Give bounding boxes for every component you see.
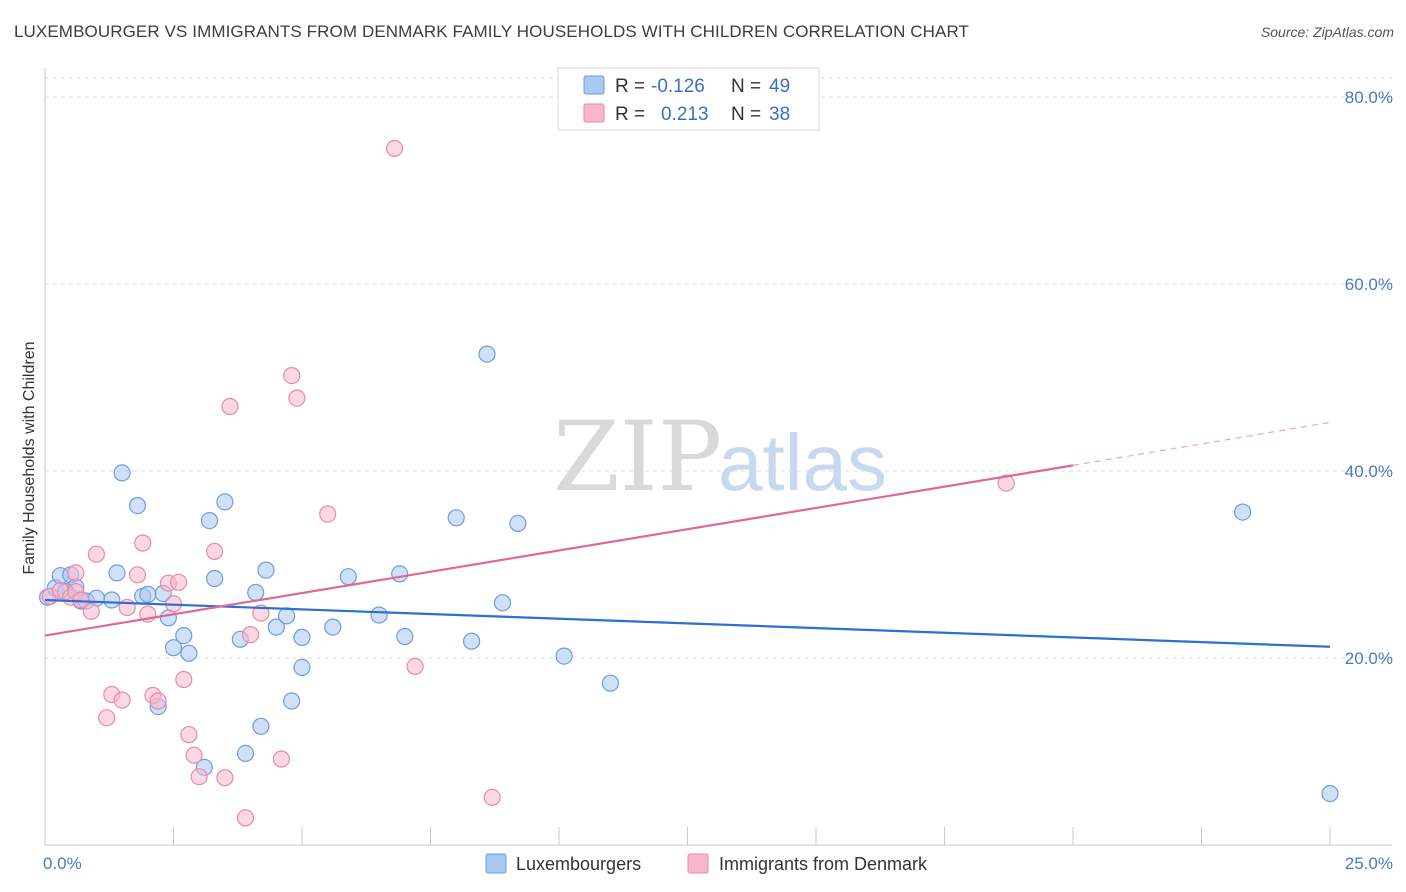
luxembourger-point [283, 692, 301, 710]
denmark-point [175, 670, 193, 689]
watermark: ZIP atlas [553, 401, 887, 513]
luxembourger-trend-line [44, 598, 1331, 648]
luxembourger-point [164, 639, 183, 657]
luxembourger-point [103, 591, 121, 609]
denmark-point [997, 474, 1015, 492]
luxembourger-point [509, 514, 527, 533]
denmark-point [406, 657, 424, 676]
luxembourger-point [128, 497, 147, 515]
luxembourger-point [257, 561, 275, 579]
luxembourger-point [216, 493, 234, 511]
denmark-point [283, 367, 301, 385]
denmark-point [319, 505, 337, 523]
denmark-point [180, 726, 198, 744]
trend-lines [44, 421, 1331, 648]
bottom-legend-label-luxembourgers: Luxembourgers [516, 854, 641, 874]
denmark-point [272, 750, 290, 768]
luxembourger-point [1233, 503, 1252, 521]
luxembourger-point [478, 345, 496, 363]
legend-n-value-1: 49 [769, 76, 790, 97]
legend-r-label-2: R = [615, 104, 645, 125]
denmark-point [113, 691, 131, 709]
legend-r-value-1: -0.126 [651, 76, 705, 97]
luxembourger-point [252, 717, 270, 735]
denmark-point [128, 566, 147, 584]
luxembourger-point [108, 564, 126, 582]
denmark-point [67, 564, 85, 582]
luxembourger-point [391, 565, 409, 583]
denmark-point [185, 746, 203, 764]
axes: 20.0% 40.0% 60.0% 80.0% 0.0% 25.0% [43, 68, 1393, 873]
denmark-point [82, 602, 100, 620]
grid-lines [45, 77, 1392, 659]
denmark-trend-extension [1072, 421, 1331, 466]
luxembourger-point [601, 674, 620, 692]
luxembourger-point [447, 509, 465, 527]
legend-n-value-2: 38 [769, 104, 790, 125]
y-tick-label: 20.0% [1345, 649, 1393, 668]
chart-title: LUXEMBOURGER VS IMMIGRANTS FROM DENMARK … [14, 22, 970, 41]
bottom-legend-label-denmark: Immigrants from Denmark [719, 854, 928, 874]
series-legend: Luxembourgers Immigrants from Denmark [485, 853, 928, 874]
denmark-point [206, 542, 224, 561]
luxembourger-point [555, 647, 573, 665]
luxembourger-point [293, 628, 311, 647]
luxembourger-point [113, 464, 131, 482]
bottom-legend-swatch-denmark [687, 853, 709, 874]
bottom-legend-swatch-luxembourgers [485, 853, 507, 874]
denmark-point [87, 545, 106, 563]
luxembourger-point [324, 618, 342, 636]
denmark-point [385, 139, 404, 157]
legend-r-value-2: 0.213 [661, 104, 709, 125]
luxembourger-point [139, 585, 157, 604]
denmark-point [170, 573, 188, 591]
legend-swatch-blue [583, 75, 605, 95]
denmark-point [221, 397, 239, 416]
luxembourger-point [175, 626, 193, 645]
denmark-point [149, 692, 167, 710]
denmark-point [242, 625, 260, 644]
legend-n-label-1: N = [731, 76, 761, 97]
denmark-point [190, 768, 208, 786]
denmark-point [288, 389, 306, 407]
watermark-atlas: atlas [718, 418, 887, 507]
luxembourger-point [463, 632, 481, 650]
denmark-point [216, 769, 234, 787]
luxembourger-point [236, 744, 255, 763]
luxembourger-point [180, 644, 198, 662]
y-axis-label: Family Households with Children [21, 342, 38, 575]
denmark-point [483, 788, 501, 806]
luxembourger-point [200, 511, 219, 530]
luxembourger-point [267, 618, 285, 636]
denmark-point [134, 534, 152, 552]
y-tick-label: 60.0% [1345, 275, 1393, 294]
luxembourger-point [396, 627, 414, 646]
luxembourger-point [206, 569, 224, 588]
data-points [38, 139, 1339, 827]
denmark-trend-line [44, 464, 1074, 637]
source-credit: Source: ZipAtlas.com [1260, 24, 1394, 40]
watermark-zip: ZIP [553, 401, 722, 513]
y-tick-label: 40.0% [1345, 462, 1393, 481]
denmark-point [98, 709, 116, 727]
luxembourger-point [339, 568, 357, 586]
legend-n-label-2: N = [731, 104, 761, 125]
x-tick-label-min: 0.0% [43, 854, 82, 873]
luxembourger-point [278, 607, 296, 625]
y-tick-label: 80.0% [1345, 88, 1393, 107]
luxembourger-point [293, 658, 311, 677]
legend-swatch-pink [583, 103, 605, 123]
luxembourger-point [1321, 784, 1339, 803]
denmark-point [236, 809, 255, 827]
luxembourger-point [247, 583, 265, 602]
legend-r-label-1: R = [615, 76, 645, 97]
luxembourger-point [370, 606, 388, 624]
luxembourger-point [493, 594, 512, 612]
x-tick-label-max: 25.0% [1345, 854, 1393, 873]
correlation-legend: R = -0.126 N = 49 R = 0.213 N = 38 [557, 67, 820, 131]
